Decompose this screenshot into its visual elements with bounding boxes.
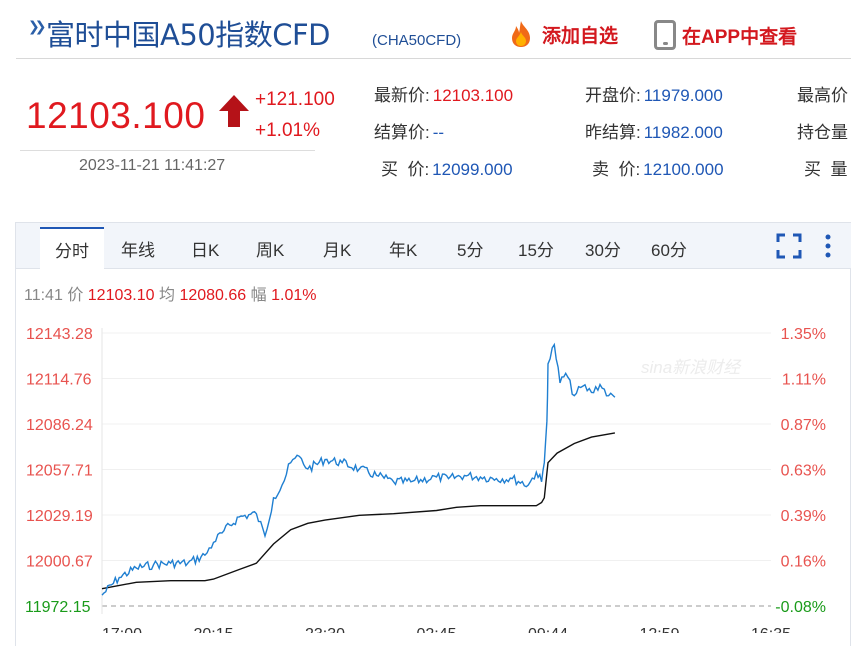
- field-prev-settle: 昨结算: 11982.000: [585, 118, 723, 143]
- more-menu-icon[interactable]: [823, 233, 833, 259]
- quote-divider: [20, 150, 315, 151]
- field-open-interest-label: 持仓量: [797, 123, 848, 142]
- y-axis-left-tick: 12143.28: [26, 326, 93, 343]
- x-axis-tick: 23:30: [305, 626, 345, 633]
- field-high-label: 最高价: [797, 86, 848, 105]
- tab-intraday[interactable]: 分时: [40, 227, 104, 269]
- field-open-value: 11979.000: [643, 86, 723, 105]
- current-price: 12103.100: [26, 95, 206, 136]
- tab-yearly-k[interactable]: 年K: [389, 241, 418, 260]
- info-price-label: 价: [67, 287, 84, 304]
- info-price: 12103.10: [87, 287, 155, 304]
- price-line: [101, 342, 616, 596]
- x-axis-tick: 20:15: [193, 626, 233, 633]
- add-watchlist-label: 添加自选: [542, 25, 619, 47]
- quote-timestamp: 2023-11-21 11:41:27: [79, 157, 226, 174]
- info-time: 11:41: [24, 287, 63, 304]
- field-bid-value: 12099.000: [432, 160, 513, 179]
- instrument-code: (CHA50CFD): [372, 32, 462, 49]
- field-settle: 结算价: --: [374, 118, 444, 143]
- title-bar: ❯❯ 富时中国A50指数CFD (CHA50CFD) 添加自选 在APP中查看: [26, 8, 851, 56]
- chart-tabs: 分时 年线 日K 周K 月K 年K 5分 15分 30分 60分: [16, 223, 851, 269]
- field-bid-volume: 买 量: [804, 155, 847, 180]
- price-change-percent: +1.01%: [255, 120, 320, 141]
- tab-annual-line[interactable]: 年线: [121, 241, 155, 260]
- x-axis-tick: 09:44: [528, 626, 568, 633]
- field-prev-settle-value: 11982.000: [643, 123, 723, 142]
- flame-icon: [512, 21, 530, 47]
- view-in-app-label: 在APP中查看: [682, 26, 798, 48]
- x-axis-tick: 16:35: [751, 626, 791, 633]
- chart-panel: 分时 年线 日K 周K 月K 年K 5分 15分 30分 60分 11:41 价…: [15, 222, 851, 646]
- info-avg: 12080.66: [179, 287, 247, 304]
- tab-monthly-k[interactable]: 月K: [323, 241, 352, 260]
- x-axis-tick: 17:00: [102, 626, 142, 633]
- tab-5min[interactable]: 5分: [457, 241, 484, 260]
- y-axis-right-tick: -0.08%: [775, 599, 826, 616]
- field-open-label: 开盘价:: [585, 86, 641, 105]
- field-open-interest: 持仓量: [797, 118, 848, 143]
- field-bid: 买 价: 12099.000: [381, 155, 513, 180]
- y-axis-left-tick: 12029.19: [26, 508, 93, 525]
- tab-daily-k[interactable]: 日K: [191, 241, 220, 260]
- y-axis-right-tick: 1.35%: [781, 326, 826, 343]
- view-in-app-button[interactable]: 在APP中查看: [654, 20, 797, 50]
- x-axis-tick: 02:45: [416, 626, 456, 633]
- y-axis-left-tick: 12086.24: [26, 417, 93, 434]
- phone-icon: [654, 20, 676, 50]
- chart-info-row: 11:41 价 12103.10 均 12080.66 幅 1.01%: [24, 281, 316, 305]
- y-axis-left-tick: 12000.67: [26, 554, 93, 571]
- field-ask-value: 12100.000: [643, 160, 724, 179]
- add-watchlist-button[interactable]: 添加自选: [506, 20, 618, 48]
- info-avg-label: 均: [158, 287, 175, 304]
- field-latest: 最新价: 12103.100: [374, 81, 513, 106]
- field-settle-value: --: [432, 123, 445, 142]
- y-axis-left-tick: 12057.71: [26, 463, 93, 480]
- fullscreen-icon[interactable]: [776, 233, 802, 259]
- tab-30min[interactable]: 30分: [585, 241, 621, 260]
- y-axis-left-tick: 11972.15: [25, 599, 91, 616]
- average-price-line: [101, 432, 616, 590]
- field-settle-label: 结算价:: [374, 123, 430, 142]
- field-ask-label: 卖 价:: [592, 160, 641, 179]
- chevron-double-right-icon: ❯❯: [28, 18, 47, 34]
- tab-15min[interactable]: 15分: [518, 241, 554, 260]
- info-amp: 1.01%: [271, 287, 317, 304]
- y-axis-right-tick: 0.87%: [781, 417, 826, 434]
- tab-weekly-k[interactable]: 周K: [256, 241, 285, 260]
- field-prev-settle-label: 昨结算:: [585, 123, 641, 142]
- y-axis-right-tick: 0.39%: [781, 508, 826, 525]
- watermark: sina新浪财经: [641, 358, 742, 377]
- field-bid-volume-label: 买 量: [804, 160, 848, 179]
- y-axis-right-tick: 1.11%: [782, 372, 826, 389]
- field-ask: 卖 价: 12100.000: [592, 155, 724, 180]
- field-latest-label: 最新价:: [374, 86, 430, 105]
- y-axis-left-tick: 12114.76: [26, 372, 92, 389]
- intraday-chart[interactable]: sina新浪财经 12143.28 12114.76 12086.24 12057.7…: [16, 223, 851, 633]
- x-axis-tick: 12:59: [639, 626, 679, 633]
- y-axis-right-tick: 0.16%: [781, 554, 826, 571]
- field-high: 最高价: [797, 81, 848, 106]
- arrow-up-icon: [219, 95, 249, 127]
- page-title: 富时中国A50指数CFD: [46, 18, 331, 52]
- field-latest-value: 12103.100: [432, 86, 514, 105]
- info-amp-label: 幅: [250, 287, 267, 304]
- field-bid-label: 买 价:: [381, 160, 430, 179]
- field-open: 开盘价: 11979.000: [585, 81, 723, 106]
- tab-60min[interactable]: 60分: [651, 241, 687, 260]
- price-change: +121.100: [255, 89, 335, 110]
- y-axis-right-tick: 0.63%: [781, 463, 826, 480]
- header-divider: [16, 58, 851, 59]
